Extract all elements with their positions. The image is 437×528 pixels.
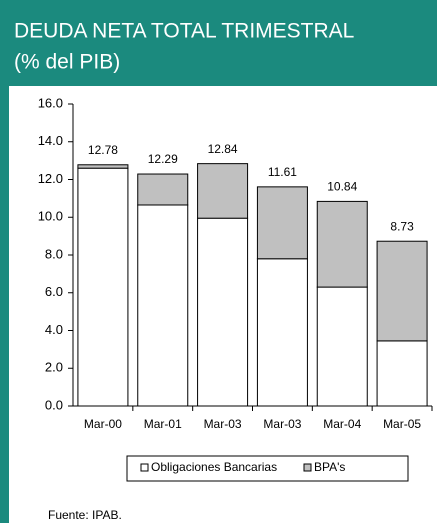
total-label: 11.61 [268, 165, 297, 179]
total-label: 8.73 [390, 219, 414, 233]
legend-swatch [140, 463, 149, 472]
x-tick-label: Mar-05 [383, 417, 421, 431]
x-tick-label: Mar-00 [84, 417, 122, 431]
bar-segment [137, 173, 189, 206]
x-tick-label: Mar-03 [263, 417, 301, 431]
bar-segment [77, 167, 129, 407]
bar-segment [197, 217, 249, 407]
header [0, 0, 437, 86]
bar-segment [137, 204, 189, 407]
y-tick-label: 0.0 [45, 397, 63, 412]
source: Fuente: IPAB. [48, 508, 122, 522]
y-tick-label: 16.0 [38, 95, 63, 110]
bar-segment [197, 163, 249, 219]
bar-segment [376, 340, 428, 407]
y-tick-label: 4.0 [45, 322, 63, 337]
total-label: 12.78 [88, 143, 118, 157]
total-label: 12.84 [208, 142, 238, 156]
bar-segment [376, 240, 428, 342]
x-tick-label: Mar-03 [204, 417, 242, 431]
legend-swatch [303, 463, 312, 472]
y-tick-label: 12.0 [38, 171, 63, 186]
y-tick-label: 2.0 [45, 360, 63, 375]
total-label: 12.29 [148, 152, 178, 166]
left-border [0, 86, 9, 523]
legend-label: Obligaciones Bancarias [151, 460, 277, 474]
y-tick-label: 6.0 [45, 284, 63, 299]
legend-box [126, 455, 409, 482]
legend-label: BPA's [314, 460, 345, 474]
bar-segment [316, 200, 368, 288]
y-tick-label: 14.0 [38, 133, 63, 148]
x-tick-label: Mar-04 [323, 417, 361, 431]
y-tick-label: 10.0 [38, 209, 63, 224]
x-tick-label: Mar-01 [144, 417, 182, 431]
bar-segment [256, 258, 308, 407]
chart-subtitle: (% del PIB) [14, 51, 120, 74]
bar-segment [316, 286, 368, 407]
total-label: 10.84 [327, 180, 357, 194]
y-tick-label: 8.0 [45, 246, 63, 261]
bar-segment [256, 186, 308, 260]
chart-title: DEUDA NETA TOTAL TRIMESTRAL [14, 20, 354, 43]
bar-segment [77, 164, 129, 169]
